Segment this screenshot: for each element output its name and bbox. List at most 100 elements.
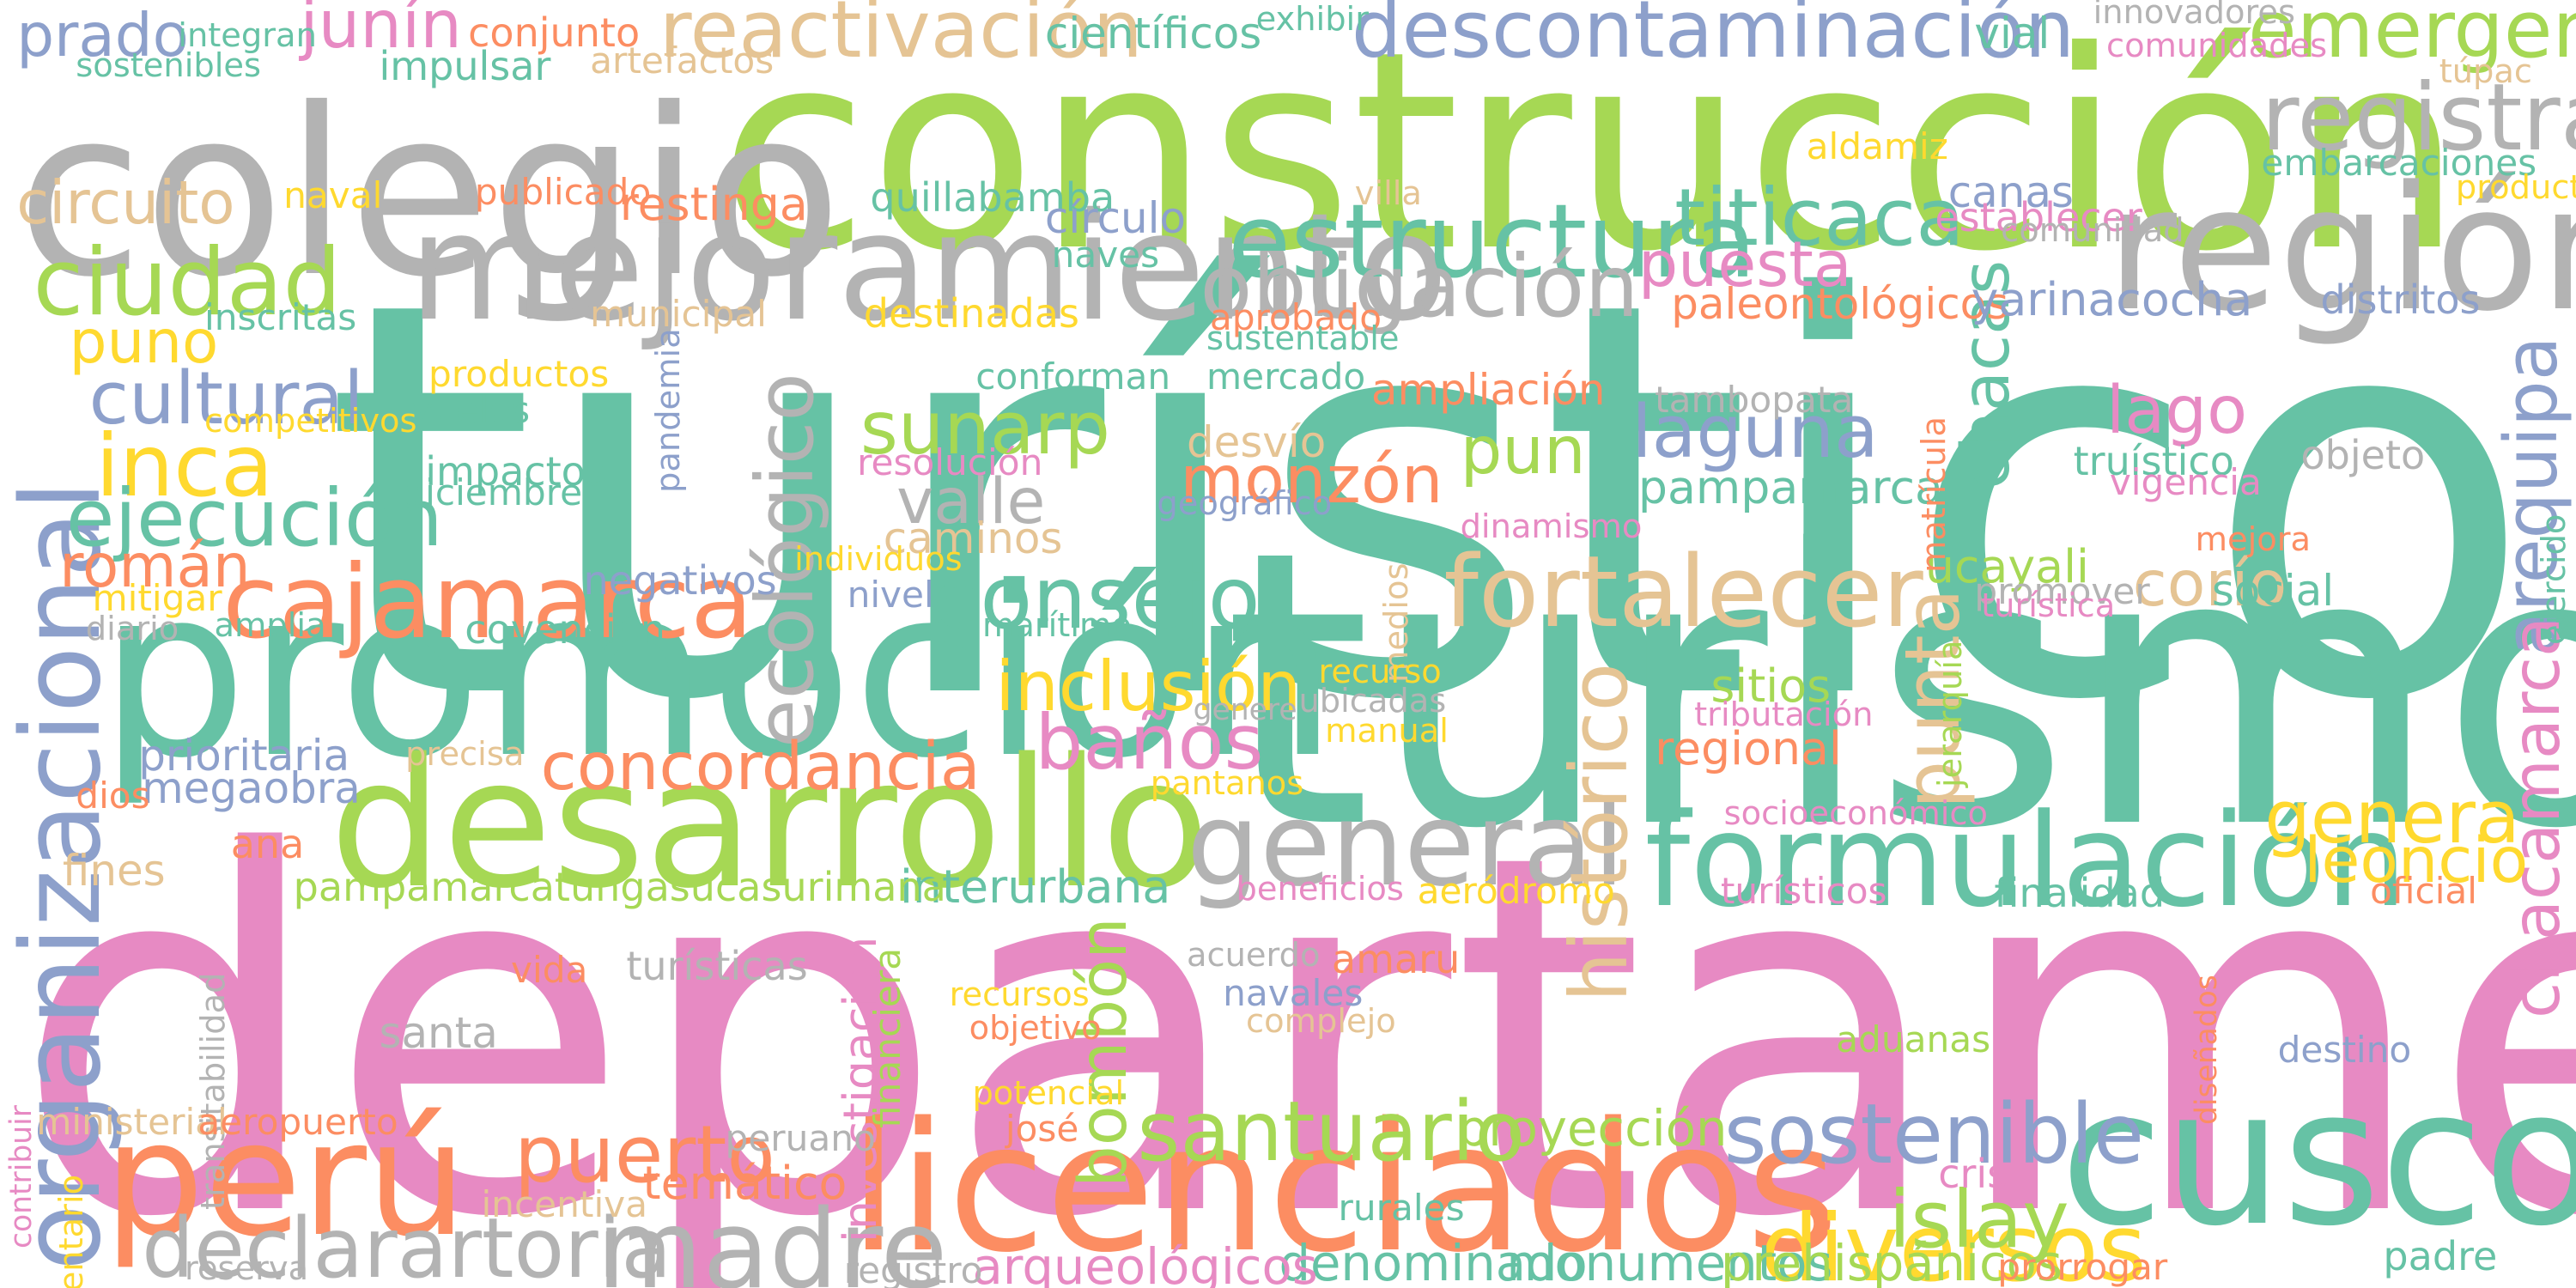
word-amplia: amplia bbox=[214, 606, 326, 646]
word-producto: producto bbox=[2455, 167, 2576, 207]
word-estructura: estructura bbox=[1227, 182, 1757, 301]
word-canas: canas bbox=[1947, 167, 2074, 217]
word-jose: josé bbox=[1005, 1107, 1079, 1150]
word-turistica: turística bbox=[1981, 586, 2116, 626]
word-destinadas: destinadas bbox=[863, 289, 1079, 337]
word-contribuir: contribuir bbox=[3, 1105, 39, 1249]
word-registrar: registrar bbox=[2261, 64, 2576, 173]
word-corio: corío bbox=[2132, 547, 2287, 621]
word-restinga: restinga bbox=[619, 177, 808, 232]
word-ucayali: ucayali bbox=[1924, 539, 2089, 594]
word-concordancia: concordancia bbox=[540, 729, 981, 806]
word-socioeconomico: socioeconómico bbox=[1723, 793, 1988, 833]
word-potencial: potencial bbox=[972, 1074, 1125, 1114]
word-geografico: geográfico bbox=[1157, 484, 1333, 524]
word-impactos: impactos bbox=[425, 447, 606, 495]
word-proyeccion: proyección bbox=[1456, 1099, 1728, 1157]
word-desvio: desvío bbox=[1186, 417, 1327, 468]
word-vial: vial bbox=[1974, 9, 2050, 59]
word-recursos: recursos bbox=[949, 975, 1090, 1015]
word-social: social bbox=[2211, 566, 2335, 617]
word-sostenible: sostenible bbox=[1723, 1086, 2145, 1183]
word-turismo: turismo bbox=[1223, 471, 2576, 913]
word-conforman: conforman bbox=[975, 355, 1171, 398]
word-monzon: monzón bbox=[1180, 442, 1443, 519]
word-inca: inca bbox=[95, 416, 274, 517]
word-prehispanicos: prehispánicos bbox=[1720, 1235, 2063, 1288]
word-puno: puno bbox=[69, 307, 219, 377]
word-matricula: matrícula bbox=[1915, 416, 1954, 574]
word-desarrollo: desarrollo bbox=[329, 720, 1211, 928]
word-resolucion: resolución bbox=[857, 441, 1043, 484]
word-vigencia: vigencia bbox=[2109, 461, 2262, 504]
word-rurales: rurales bbox=[1338, 1186, 1465, 1229]
word-innovadores: innovadores bbox=[2093, 0, 2295, 33]
word-pantanos: pantanos bbox=[1150, 764, 1304, 804]
word-sostenibles: sostenibles bbox=[76, 46, 262, 85]
word-navales: navales bbox=[1223, 972, 1364, 1015]
word-cientificos: científicos bbox=[1044, 9, 1262, 59]
word-banos: baños bbox=[1035, 698, 1264, 787]
word-tupac: túpac bbox=[2439, 52, 2533, 92]
word-financiera: financiera bbox=[866, 947, 909, 1128]
word-integran: integran bbox=[178, 16, 317, 56]
word-monumentos: monumentos bbox=[1506, 1235, 1833, 1288]
word-sustentable: sustentable bbox=[1206, 319, 1400, 359]
word-genere: genere bbox=[1193, 692, 1297, 727]
word-vuelos: vuelos bbox=[411, 388, 531, 431]
word-quillabamba: quillabamba bbox=[870, 174, 1115, 222]
word-naval: naval bbox=[283, 174, 383, 217]
word-ana: ana bbox=[230, 820, 305, 867]
word-crisis: crisis bbox=[1938, 1150, 2040, 1197]
word-distritos: distritos bbox=[2320, 276, 2481, 324]
word-prioritaria: prioritaria bbox=[138, 731, 350, 781]
word-obligacion: obligación bbox=[1200, 236, 1639, 337]
word-ministerial: ministerial bbox=[36, 1100, 228, 1143]
word-circuito: circuito bbox=[16, 169, 235, 239]
word-productos: productos bbox=[428, 352, 610, 395]
word-ampliacion: ampliación bbox=[1370, 364, 1606, 415]
word-region: región bbox=[2105, 149, 2576, 349]
word-maritimo: marítimo bbox=[981, 606, 1132, 646]
word-santa: santa bbox=[379, 1007, 498, 1058]
word-emergencia: emergencia bbox=[2248, 0, 2576, 76]
word-objeto: objeto bbox=[2300, 431, 2426, 478]
word-fortalecer: fortalecer bbox=[1443, 535, 1923, 651]
word-dios: dios bbox=[76, 774, 150, 817]
word-regional: regional bbox=[1655, 720, 1842, 775]
word-publicado: publicado bbox=[474, 171, 652, 214]
word-circulo: círculo bbox=[1044, 193, 1187, 244]
word-ejecucion: ejecución bbox=[65, 471, 443, 564]
word-megaobra: megaobra bbox=[142, 763, 361, 814]
word-puerto: puerto bbox=[513, 1107, 775, 1200]
word-precisa: precisa bbox=[405, 734, 525, 774]
word-sunarp: sunarp bbox=[860, 386, 1110, 471]
word-peruano: peruano bbox=[725, 1117, 876, 1160]
word-transitabilidad: transitabilidad bbox=[194, 972, 234, 1210]
word-municipal: municipal bbox=[590, 293, 767, 336]
word-ubicadas: ubicadas bbox=[1298, 682, 1447, 721]
word-pun: pun bbox=[1460, 412, 1586, 489]
word-diversos: diversos bbox=[1759, 1195, 2147, 1288]
word-islay: islay bbox=[1888, 1173, 2069, 1267]
word-beneficios: beneficios bbox=[1236, 870, 1404, 909]
word-junin: junín bbox=[300, 0, 462, 64]
word-bombon: bombón bbox=[1065, 917, 1142, 1188]
word-aduanas: aduanas bbox=[1836, 1018, 1991, 1061]
word-general: general bbox=[1186, 777, 1625, 913]
word-inclusion: inclusión bbox=[995, 647, 1302, 728]
word-reserva: reserva bbox=[184, 1249, 309, 1288]
word-sitios: sitios bbox=[1710, 658, 1832, 713]
word-colegio: colegio bbox=[16, 60, 842, 329]
word-puesta: puesta bbox=[1637, 228, 1852, 301]
word-declarartoria: declarartoria bbox=[142, 1200, 672, 1288]
word-formulacion: formulación bbox=[1644, 786, 2408, 936]
word-pandemia: pandemia bbox=[649, 328, 689, 494]
word-dinamismo: dinamismo bbox=[1460, 507, 1643, 546]
word-consejo: consejo bbox=[933, 547, 1261, 648]
word-individuos: individuos bbox=[794, 540, 963, 580]
word-turisticos: turísticos bbox=[1720, 870, 1887, 913]
word-tambopata: tambopata bbox=[1655, 379, 1854, 422]
word-artefactos: artefactos bbox=[590, 39, 775, 82]
